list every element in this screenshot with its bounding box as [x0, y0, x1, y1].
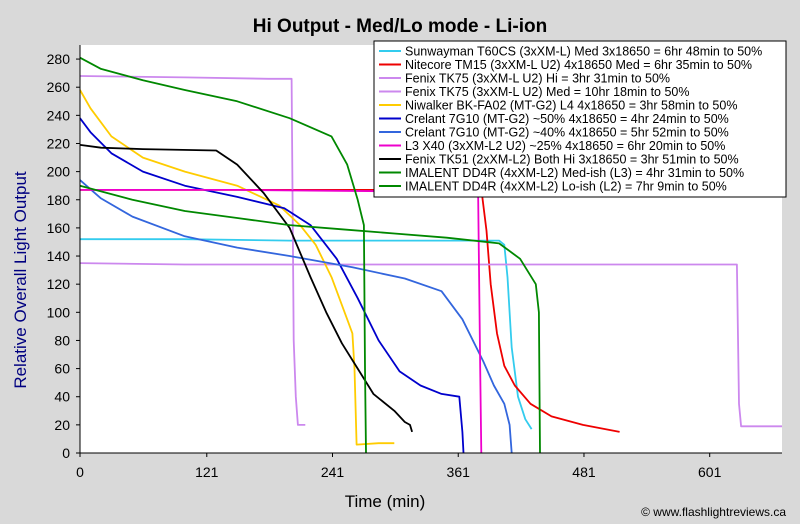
y-tick-label: 80 — [54, 332, 70, 348]
series-line-4 — [79, 262, 782, 428]
chart-title: Hi Output - Med/Lo mode - Li-ion — [253, 16, 547, 37]
legend-entry-8: L3 X40 (3xXM-L2 U2) ~25% 4x18650 = 6hr 2… — [405, 139, 725, 153]
series-line-6 — [79, 117, 465, 454]
x-axis-label: Time (min) — [345, 492, 426, 511]
legend-entry-1: Sunwayman T60CS (3xXM-L) Med 3x18650 = 6… — [405, 45, 762, 59]
y-tick-label: 260 — [47, 79, 71, 95]
x-tick-label: 241 — [321, 464, 345, 480]
y-axis-label: Relative Overall Light Output — [11, 171, 30, 389]
legend-entry-11: IMALENT DD4R (4xXM-L2) Lo-ish (L2) = 7hr… — [405, 180, 727, 194]
x-tick-label: 481 — [572, 464, 596, 480]
legend-entry-4: Fenix TK75 (3xXM-L U2) Med = 10hr 18min … — [405, 85, 690, 99]
legend-entry-6: Crelant 7G10 (MT-G2) ~50% 4x18650 = 4hr … — [405, 112, 729, 126]
y-tick-label: 240 — [47, 107, 71, 123]
y-tick-label: 180 — [47, 192, 71, 208]
y-tick-label: 120 — [47, 276, 71, 292]
series-line-10 — [79, 56, 367, 454]
legend: Sunwayman T60CS (3xXM-L) Med 3x18650 = 6… — [373, 40, 787, 198]
series-line-5 — [79, 89, 395, 446]
y-axis: 0 20 40 60 80 100 120 140 160 180 200 220 240 260 280 — [47, 51, 80, 461]
legend-entry-10: IMALENT DD4R (4xXM-L2) Med-ish (L3) = 4h… — [405, 166, 744, 180]
legend-entry-3: Fenix TK75 (3xXM-L U2) Hi = 3hr 31min to… — [405, 72, 670, 86]
x-tick-label: 361 — [447, 464, 471, 480]
y-tick-label: 280 — [47, 51, 71, 67]
legend-entry-7: Crelant 7G10 (MT-G2) ~40% 4x18650 = 5hr … — [405, 126, 729, 140]
y-tick-label: 40 — [54, 389, 70, 405]
series-line-11 — [79, 184, 541, 454]
credit-text: © www.flashlightreviews.ca — [641, 505, 786, 519]
x-tick-label: 121 — [195, 464, 219, 480]
y-tick-label: 140 — [47, 248, 71, 264]
series-line-9 — [79, 144, 413, 433]
series-line-1 — [80, 238, 533, 430]
legend-entry-5: Niwalker BK-FA02 (MT-G2) L4 4x18650 = 3h… — [405, 99, 737, 113]
x-tick-label: 601 — [698, 464, 722, 480]
legend-entry-9: Fenix TK51 (2xXM-L2) Both Hi 3x18650 = 3… — [405, 153, 739, 167]
y-tick-label: 0 — [62, 445, 70, 461]
series-line-7 — [79, 179, 513, 454]
y-tick-label: 200 — [47, 164, 71, 180]
y-tick-label: 100 — [47, 304, 71, 320]
y-tick-label: 220 — [47, 135, 71, 151]
x-axis: 0 121 241 361 481 601 — [76, 453, 722, 480]
y-tick-label: 20 — [54, 417, 70, 433]
y-tick-label: 60 — [54, 361, 70, 377]
legend-box — [373, 40, 787, 198]
x-tick-label: 0 — [76, 464, 84, 480]
series-line-3 — [79, 75, 306, 426]
y-tick-label: 160 — [47, 220, 71, 236]
legend-entry-2: Nitecore TM15 (3xXM-L U2) 4x18650 Med = … — [405, 58, 752, 72]
